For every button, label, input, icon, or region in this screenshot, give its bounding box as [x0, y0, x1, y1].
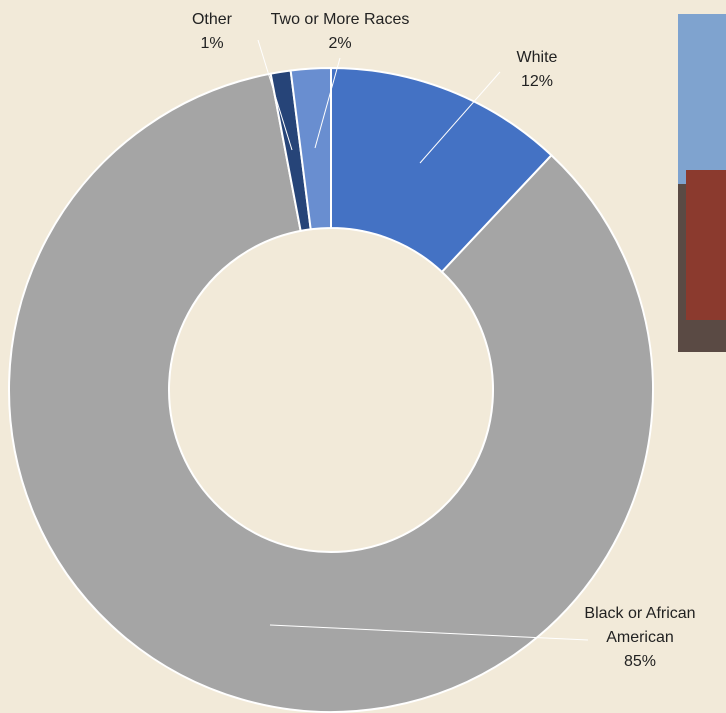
category-name: Other	[191, 11, 232, 28]
donut-segment	[330, 66, 553, 274]
category-name: Two or More Races	[270, 11, 410, 28]
percent-label: 12%	[520, 73, 554, 90]
percent-label: 2%	[328, 35, 352, 52]
percent-label: 1%	[200, 35, 224, 52]
data-label: Two or More Races 2%	[250, 8, 430, 56]
category-name: White	[516, 49, 558, 66]
category-name: Black or African American	[584, 605, 696, 646]
donut-segment	[8, 72, 654, 713]
photo-building	[686, 170, 726, 320]
data-label: White 12%	[492, 46, 582, 94]
leader-line	[314, 57, 341, 149]
data-label: Black or African American 85%	[580, 602, 700, 674]
leader-line	[257, 39, 293, 151]
leader-line	[269, 624, 589, 641]
photo-sky	[678, 14, 726, 184]
donut-segment	[289, 66, 332, 231]
data-label: Other 1%	[172, 8, 252, 56]
percent-label: 85%	[623, 653, 657, 670]
leader-line	[419, 71, 501, 164]
